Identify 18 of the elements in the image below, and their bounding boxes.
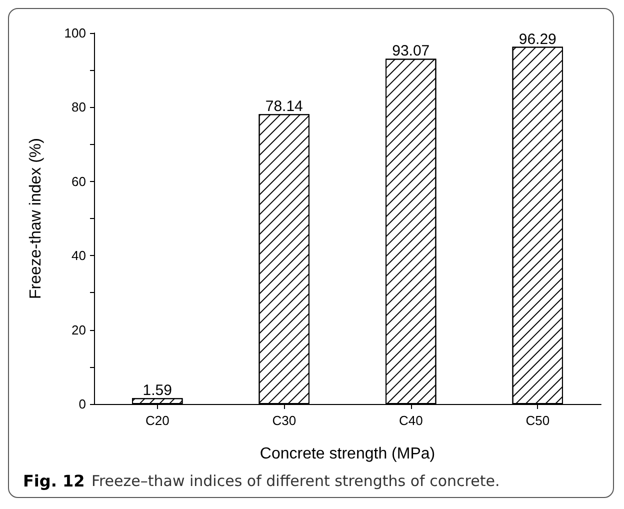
data-label: 96.29 <box>518 30 556 48</box>
y-tick-label: 60 <box>72 174 86 189</box>
data-label: 1.59 <box>142 382 172 400</box>
x-tick-label: C40 <box>398 413 423 428</box>
x-axis-title: Concrete strength (MPa) <box>260 446 436 462</box>
y-tick-label: 80 <box>72 100 86 115</box>
y-tick-label: 20 <box>72 322 86 338</box>
y-tick-label: 40 <box>72 248 86 264</box>
caption: Fig. 12 <box>23 472 85 490</box>
x-tick-label: C50 <box>526 413 550 428</box>
data-label: 93.07 <box>392 42 430 60</box>
y-tick-label: 0 <box>78 396 86 412</box>
x-tick-label: C30 <box>272 413 296 428</box>
y-axis-title: Freeze-thaw index (%) <box>28 138 44 299</box>
data-label: 78.14 <box>265 98 303 116</box>
y-tick-label: 100 <box>64 26 86 40</box>
text: Freeze–thaw indices of different strengths of concrete. <box>91 472 500 490</box>
x-tick-label: C20 <box>145 413 170 428</box>
